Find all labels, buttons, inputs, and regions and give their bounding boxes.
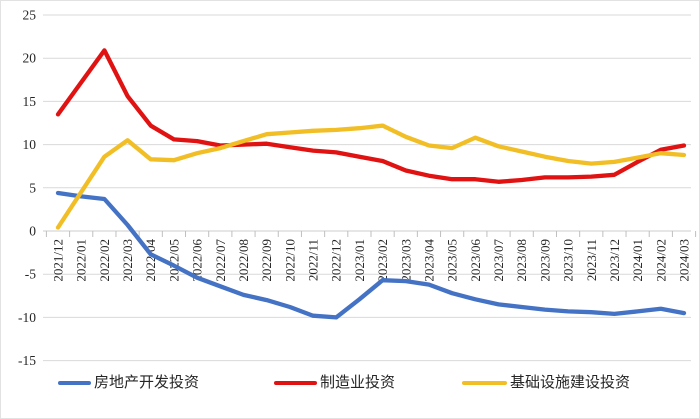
svg-text:2023/01: 2023/01 — [352, 239, 367, 282]
svg-text:2023/03: 2023/03 — [398, 239, 413, 282]
legend-item-infrastructure: 基础设施建设投资 — [462, 372, 630, 394]
legend-label-manufacturing: 制造业投资 — [320, 375, 396, 391]
legend-label-real-estate: 房地产开发投资 — [94, 375, 200, 391]
legend-item-real-estate: 房地产开发投资 — [58, 372, 199, 394]
svg-text:2022/03: 2022/03 — [120, 239, 135, 282]
svg-text:2022/10: 2022/10 — [282, 239, 297, 282]
svg-text:2022/12: 2022/12 — [329, 239, 344, 282]
legend-label-infrastructure: 基础设施建设投资 — [510, 375, 631, 391]
svg-text:2022/07: 2022/07 — [213, 239, 228, 282]
svg-text:2023/02: 2023/02 — [375, 239, 390, 282]
svg-text:20: 20 — [23, 51, 37, 66]
x-axis-ticks — [45, 231, 697, 237]
data-series-lines — [55, 48, 687, 320]
svg-text:2024/01: 2024/01 — [630, 239, 645, 282]
manufacturing-line-marker — [274, 380, 317, 386]
svg-text:2022/01: 2022/01 — [74, 239, 89, 282]
svg-text:2024/03: 2024/03 — [677, 239, 692, 282]
svg-text:2022/06: 2022/06 — [190, 239, 205, 282]
svg-text:2023/12: 2023/12 — [607, 239, 622, 282]
svg-text:2022/09: 2022/09 — [259, 239, 274, 282]
svg-text:2023/10: 2023/10 — [561, 239, 576, 282]
svg-text:2023/09: 2023/09 — [537, 239, 552, 282]
svg-text:-15: -15 — [18, 353, 36, 368]
legend-item-manufacturing: 制造业投资 — [274, 372, 395, 394]
infrastructure-line-marker — [462, 380, 507, 386]
svg-text:5: 5 — [29, 180, 36, 195]
svg-text:25: 25 — [23, 8, 37, 23]
chart-legend: 房地产开发投资 制造业投资 基础设施建设投资 — [1, 372, 699, 398]
svg-text:-5: -5 — [25, 267, 36, 282]
y-axis-labels: 25 20 15 10 5 0 -5 -10 -15 — [18, 8, 36, 369]
svg-text:15: 15 — [23, 94, 37, 109]
svg-text:2023/05: 2023/05 — [445, 239, 460, 282]
real-estate-line-marker — [58, 380, 91, 386]
svg-text:2023/11: 2023/11 — [584, 239, 599, 281]
gridlines — [43, 14, 691, 362]
svg-text:0: 0 — [29, 224, 36, 239]
svg-text:2022/02: 2022/02 — [97, 239, 112, 282]
svg-text:2021/12: 2021/12 — [51, 239, 66, 282]
svg-text:2022/05: 2022/05 — [166, 239, 181, 282]
svg-text:10: 10 — [23, 137, 37, 152]
svg-text:2023/04: 2023/04 — [421, 239, 436, 282]
svg-text:2022/11: 2022/11 — [306, 239, 321, 281]
svg-text:-10: -10 — [18, 310, 36, 325]
svg-text:2024/02: 2024/02 — [653, 239, 668, 282]
svg-text:2023/08: 2023/08 — [514, 239, 529, 282]
svg-text:2023/06: 2023/06 — [468, 239, 483, 282]
svg-text:2022/08: 2022/08 — [236, 239, 251, 282]
x-axis-labels: 2021/12 2022/01 2022/02 2022/03 2022/04 2022/… — [51, 239, 692, 282]
svg-text:2023/07: 2023/07 — [491, 239, 506, 282]
